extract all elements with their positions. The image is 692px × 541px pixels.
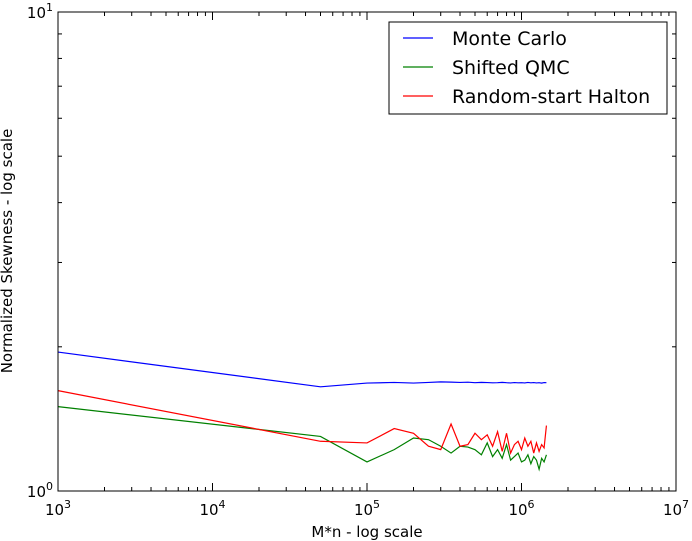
x-tick-label: 107 [663, 498, 689, 519]
series-line-1 [57, 406, 547, 472]
axis-ticks [57, 11, 677, 492]
legend-box [388, 21, 668, 115]
tick-labels: 103 104 105 106 107 100 101 [27, 1, 689, 519]
series-line-2 [57, 390, 548, 456]
legend-label: Monte Carlo [452, 28, 567, 50]
legend-label: Random-start Halton [452, 86, 650, 108]
y-tick-label: 100 [27, 480, 53, 501]
legend: Monte Carlo Shifted QMC Random-start Halto… [388, 21, 668, 115]
series-group [57, 351, 548, 472]
x-tick-label: 103 [45, 498, 71, 519]
legend-label: Shifted QMC [452, 57, 570, 79]
x-tick-label: 104 [199, 498, 225, 519]
y-tick-label: 101 [27, 1, 53, 22]
x-tick-label: 106 [508, 498, 534, 519]
x-tick-label: 105 [354, 498, 380, 519]
series-line-0 [57, 351, 547, 388]
plot-frame [57, 11, 677, 492]
x-axis-label: M*n - log scale [311, 523, 422, 541]
y-axis-label: Normalized Skewness - log scale [0, 129, 16, 374]
